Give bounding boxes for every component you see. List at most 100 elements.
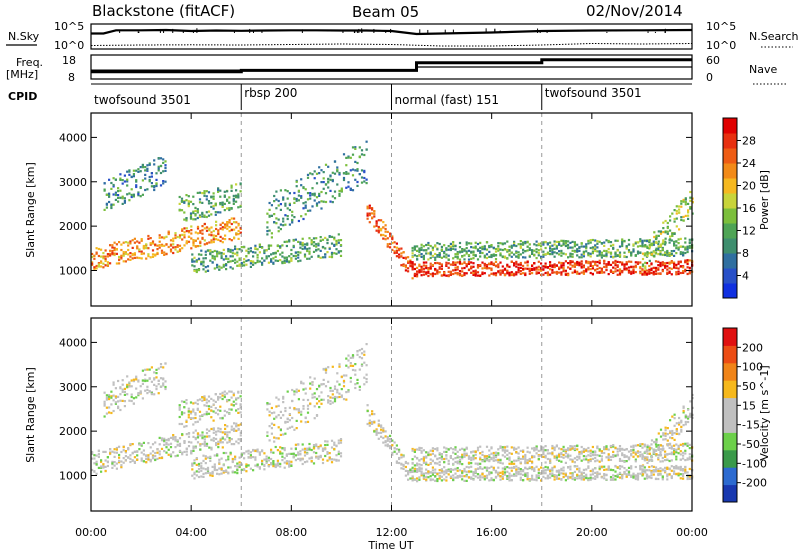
scatter-cell bbox=[447, 245, 450, 248]
scatter-cell bbox=[151, 253, 155, 256]
scatter-cell bbox=[311, 173, 314, 176]
scatter-cell bbox=[657, 264, 660, 267]
scatter-cell bbox=[365, 364, 368, 367]
scatter-cell bbox=[301, 443, 304, 446]
scatter-cell bbox=[135, 184, 138, 187]
scatter-cell bbox=[266, 408, 269, 411]
scatter-cell bbox=[573, 241, 576, 244]
scatter-cell bbox=[217, 395, 220, 399]
scatter-cell bbox=[263, 249, 266, 252]
scatter-cell bbox=[127, 241, 130, 244]
scatter-cell bbox=[522, 256, 525, 259]
scatter-cell bbox=[104, 470, 107, 473]
scatter-cell bbox=[508, 457, 511, 460]
scatter-cell bbox=[458, 272, 462, 275]
scatter-cell bbox=[222, 258, 225, 261]
scatter-cell bbox=[340, 189, 343, 192]
scatter-cell bbox=[315, 237, 318, 240]
scatter-cell bbox=[682, 215, 685, 218]
scatter-cell bbox=[156, 448, 159, 451]
scatter-cell bbox=[195, 259, 198, 262]
scatter-cell bbox=[275, 198, 278, 201]
scatter-cell bbox=[91, 252, 94, 256]
scatter-cell bbox=[553, 247, 556, 250]
scatter-cell bbox=[528, 255, 531, 258]
scatter-cell bbox=[661, 264, 664, 267]
scatter-cell bbox=[293, 407, 296, 410]
scatter-cell bbox=[123, 400, 126, 403]
scatter-cell bbox=[522, 479, 525, 482]
scatter-cell bbox=[386, 439, 389, 442]
scatter-cell bbox=[285, 462, 288, 465]
scatter-cell bbox=[112, 203, 115, 206]
scatter-cell bbox=[105, 203, 108, 206]
scatter-cell bbox=[391, 439, 394, 442]
scatter-cell bbox=[657, 272, 660, 275]
scatter-cell bbox=[194, 245, 197, 248]
scatter-cell bbox=[684, 471, 687, 474]
scatter-cell bbox=[666, 230, 669, 233]
scatter-cell bbox=[117, 190, 120, 193]
scatter-cell bbox=[336, 391, 339, 394]
scatter-cell bbox=[494, 272, 498, 275]
scatter-cell bbox=[147, 253, 150, 256]
scatter-cell bbox=[150, 172, 153, 175]
scatter-cell bbox=[661, 478, 664, 481]
scatter-cell bbox=[190, 237, 193, 240]
scatter-cell bbox=[621, 242, 624, 246]
scatter-cell bbox=[338, 171, 341, 175]
scatter-cell bbox=[240, 264, 243, 267]
scatter-cell bbox=[449, 455, 452, 458]
scatter-cell bbox=[320, 398, 323, 401]
y-tick-label: 2000 bbox=[59, 220, 87, 233]
scatter-cell bbox=[616, 265, 619, 268]
scatter-cell bbox=[571, 473, 574, 476]
scatter-cell bbox=[639, 472, 642, 475]
scatter-cell bbox=[144, 177, 147, 180]
scatter-cell bbox=[503, 446, 507, 449]
scatter-cell bbox=[639, 251, 642, 254]
scatter-cell bbox=[669, 219, 672, 222]
scatter-cell bbox=[354, 383, 357, 386]
scatter-cell bbox=[616, 466, 619, 469]
scatter-cell bbox=[102, 464, 105, 468]
scatter-cell bbox=[216, 266, 219, 269]
scatter-cell bbox=[191, 258, 194, 261]
scatter-cell bbox=[291, 416, 294, 420]
scatter-cell bbox=[524, 457, 527, 460]
scatter-cell bbox=[519, 272, 522, 275]
scatter-cell bbox=[106, 456, 109, 459]
scatter-cell bbox=[106, 464, 109, 468]
scatter-cell bbox=[336, 166, 339, 169]
scatter-cell bbox=[675, 273, 678, 276]
scatter-cell bbox=[573, 269, 576, 272]
scatter-cell bbox=[191, 474, 194, 477]
scatter-cell bbox=[123, 201, 126, 204]
scatter-cell bbox=[648, 239, 651, 242]
scatter-cell bbox=[277, 204, 280, 207]
scatter-cell bbox=[542, 268, 545, 271]
scatter-cell bbox=[653, 235, 656, 239]
scatter-cell bbox=[434, 252, 437, 256]
scatter-cell bbox=[112, 183, 115, 187]
scatter-cell bbox=[165, 446, 168, 449]
scatter-cell bbox=[108, 193, 111, 197]
scatter-cell bbox=[103, 182, 106, 185]
scatter-cell bbox=[158, 246, 161, 249]
scatter-cell bbox=[438, 475, 441, 478]
scatter-cell bbox=[652, 465, 655, 468]
scatter-cell bbox=[140, 443, 143, 446]
scatter-cell bbox=[313, 405, 316, 408]
scatter-cell bbox=[540, 449, 543, 452]
scatter-cell bbox=[138, 250, 141, 253]
scatter-cell bbox=[207, 200, 211, 203]
scatter-cell bbox=[187, 410, 190, 413]
scatter-cell bbox=[157, 392, 160, 395]
scatter-cell bbox=[95, 267, 98, 270]
scatter-cell bbox=[558, 253, 561, 256]
scatter-cell bbox=[136, 247, 139, 250]
scatter-cell bbox=[427, 243, 430, 246]
scatter-cell bbox=[558, 240, 561, 244]
scatter-cell bbox=[485, 265, 489, 268]
scatter-cell bbox=[463, 258, 466, 261]
